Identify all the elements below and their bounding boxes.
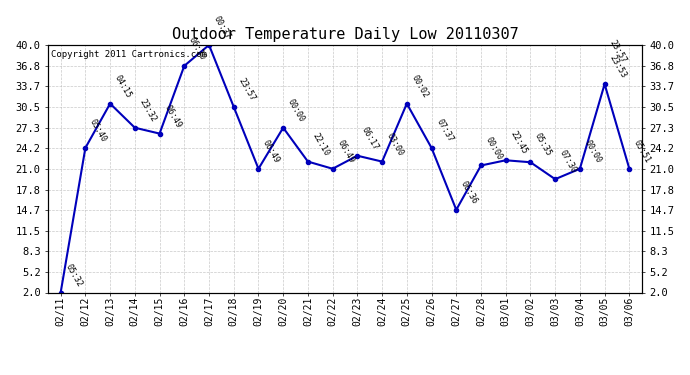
Text: 00:02: 00:02 [410,73,430,99]
Text: 00:00: 00:00 [286,98,306,123]
Text: 06:49: 06:49 [262,138,282,165]
Text: 22:10: 22:10 [310,131,331,158]
Text: 06:17: 06:17 [360,125,380,152]
Text: 06:36: 06:36 [459,180,480,206]
Text: 23:53: 23:53 [607,54,628,80]
Text: Copyright 2011 Cartronics.com: Copyright 2011 Cartronics.com [51,50,207,59]
Text: 06:49: 06:49 [335,138,356,165]
Text: 04:15: 04:15 [113,73,133,99]
Text: 00:00: 00:00 [582,138,603,165]
Text: 05:32: 05:32 [63,262,83,288]
Text: 06:49: 06:49 [162,103,183,129]
Text: 05:40: 05:40 [88,118,108,144]
Text: 07:30: 07:30 [558,149,578,175]
Text: 00:00: 00:00 [484,135,504,161]
Title: Outdoor Temperature Daily Low 20110307: Outdoor Temperature Daily Low 20110307 [172,27,518,42]
Text: 07:37: 07:37 [434,118,455,144]
Text: 23:32: 23:32 [137,98,158,123]
Text: 03:00: 03:00 [385,131,405,158]
Text: 23:57: 23:57 [607,39,628,64]
Text: 05:35: 05:35 [533,132,553,158]
Text: 06:30: 06:30 [187,36,208,62]
Text: 05:51: 05:51 [632,138,653,165]
Text: 22:45: 22:45 [509,130,529,156]
Text: 00:37: 00:37 [212,15,232,41]
Text: 23:57: 23:57 [237,76,257,103]
